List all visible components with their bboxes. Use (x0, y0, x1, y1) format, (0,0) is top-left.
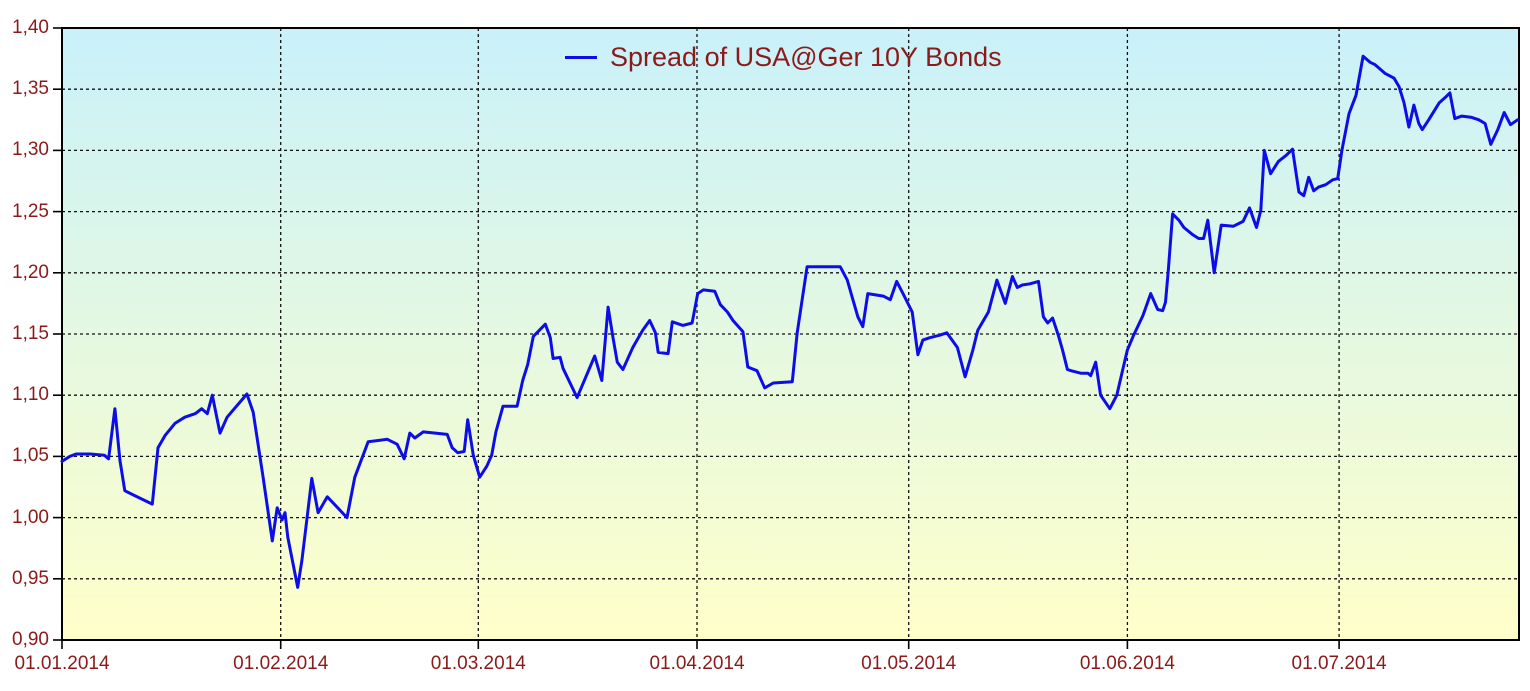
x-tick-label: 01.07.2014 (1291, 653, 1387, 674)
y-tick-label: 1,10 (12, 384, 49, 406)
y-tick-label: 1,05 (12, 445, 49, 467)
x-tick-label: 01.01.2014 (14, 653, 110, 674)
y-tick-label: 0,90 (12, 629, 49, 650)
x-tick-label: 01.06.2014 (1079, 653, 1175, 674)
x-tick-label: 01.04.2014 (649, 653, 745, 674)
x-tick-label: 01.02.2014 (233, 653, 329, 674)
y-tick-label: 1,20 (12, 261, 49, 283)
x-tick-label: 01.05.2014 (861, 653, 957, 674)
y-tick-label: 1,15 (12, 323, 49, 344)
y-tick-label: 1,25 (12, 200, 49, 222)
y-tick-label: 1,40 (12, 17, 49, 38)
y-tick-label: 1,00 (12, 506, 49, 528)
data-line (60, 54, 1520, 589)
y-tick-label: 0,95 (12, 567, 49, 589)
y-tick-label: 1,30 (12, 139, 49, 161)
x-tick-label: 01.03.2014 (430, 653, 526, 674)
y-tick-label: 1,35 (12, 78, 49, 100)
